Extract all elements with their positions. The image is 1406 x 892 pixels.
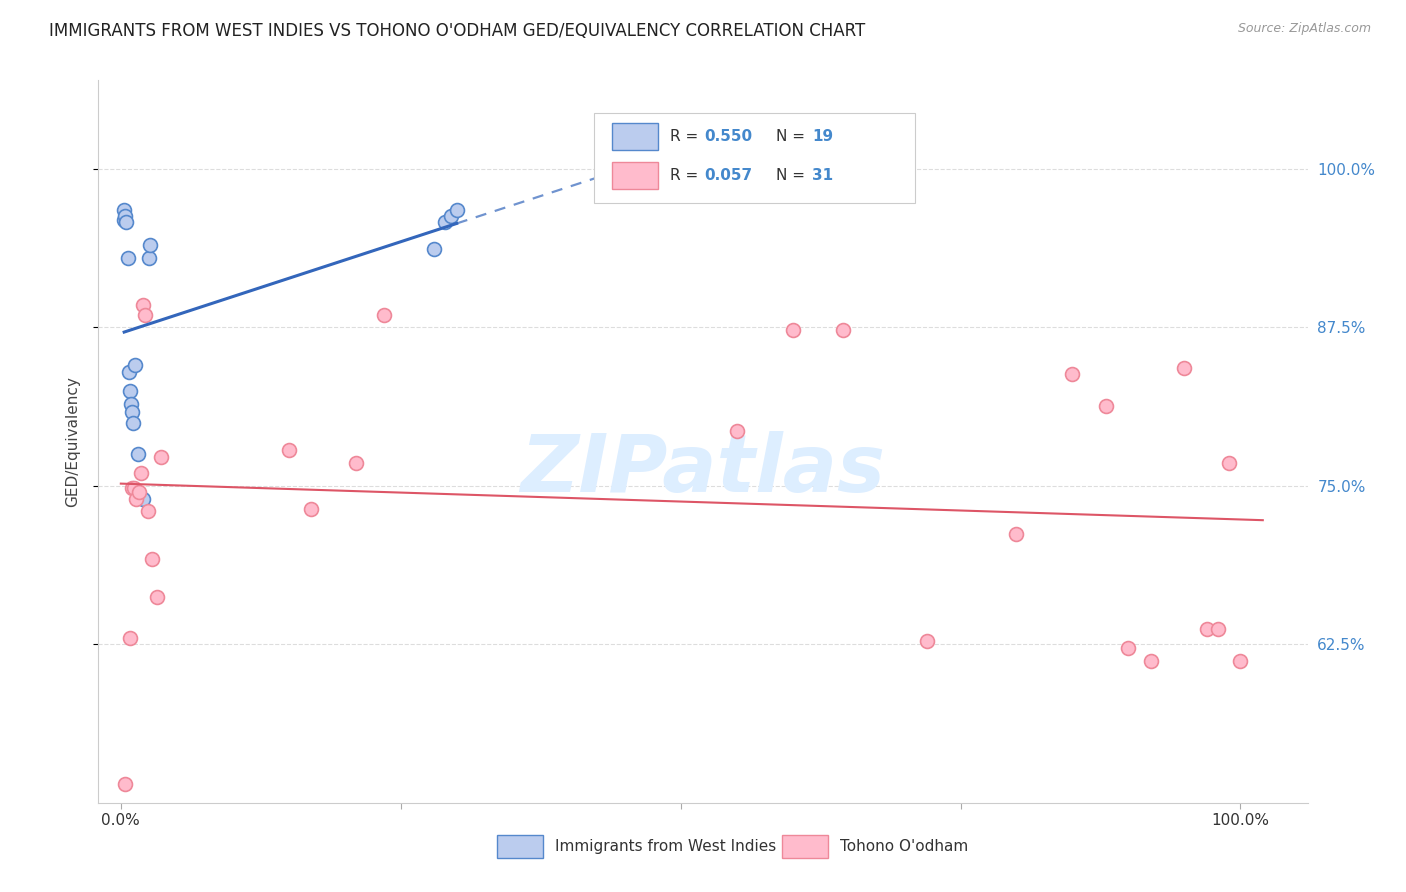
Text: R =: R = [671, 129, 703, 145]
Point [277, 443, 299, 458]
Point [1173, 361, 1195, 376]
Point [112, 202, 135, 217]
Point [120, 396, 142, 410]
Point [132, 298, 155, 312]
Point [725, 425, 748, 439]
Point [118, 631, 141, 645]
FancyBboxPatch shape [782, 835, 828, 858]
Text: N =: N = [776, 129, 810, 145]
Point [138, 251, 160, 265]
Point [1005, 527, 1028, 541]
Point [114, 209, 136, 223]
Text: 0.550: 0.550 [704, 129, 752, 145]
Point [118, 365, 141, 379]
Point [132, 491, 155, 506]
Point [434, 215, 457, 229]
Point [299, 501, 322, 516]
Point [423, 242, 446, 256]
Text: 19: 19 [811, 129, 832, 145]
Text: N =: N = [776, 169, 810, 183]
FancyBboxPatch shape [595, 112, 915, 203]
Point [1229, 654, 1251, 668]
Point [1095, 399, 1118, 413]
FancyBboxPatch shape [498, 835, 543, 858]
Point [141, 552, 163, 566]
Point [114, 777, 136, 791]
Point [446, 202, 468, 217]
Point [1140, 654, 1163, 668]
Point [150, 450, 173, 464]
Text: Source: ZipAtlas.com: Source: ZipAtlas.com [1237, 22, 1371, 36]
Point [129, 467, 152, 481]
Point [1195, 622, 1218, 636]
FancyBboxPatch shape [613, 162, 658, 189]
Point [122, 482, 145, 496]
Point [832, 323, 855, 337]
Text: Immigrants from West Indies: Immigrants from West Indies [555, 838, 776, 854]
Point [139, 238, 162, 252]
Text: Tohono O'odham: Tohono O'odham [839, 838, 967, 854]
Point [124, 359, 146, 373]
Point [136, 504, 159, 518]
Text: 0.057: 0.057 [704, 169, 752, 183]
Text: R =: R = [671, 169, 703, 183]
Point [344, 456, 367, 470]
Point [127, 447, 149, 461]
Point [782, 323, 804, 337]
Point [125, 491, 148, 506]
Point [1206, 622, 1229, 636]
Point [915, 633, 938, 648]
Point [117, 251, 139, 265]
Point [145, 591, 167, 605]
Y-axis label: GED/Equivalency: GED/Equivalency [65, 376, 80, 507]
Point [128, 485, 150, 500]
Text: ZIPatlas: ZIPatlas [520, 432, 886, 509]
Text: IMMIGRANTS FROM WEST INDIES VS TOHONO O'ODHAM GED/EQUIVALENCY CORRELATION CHART: IMMIGRANTS FROM WEST INDIES VS TOHONO O'… [49, 22, 866, 40]
Point [121, 405, 143, 419]
Point [118, 384, 141, 398]
Point [440, 209, 463, 223]
Point [121, 482, 143, 496]
Point [134, 308, 156, 322]
Point [1118, 641, 1140, 656]
Point [1062, 368, 1084, 382]
Point [115, 215, 138, 229]
FancyBboxPatch shape [613, 123, 658, 151]
Point [112, 212, 135, 227]
Point [373, 308, 395, 322]
Point [122, 416, 145, 430]
Point [1218, 456, 1240, 470]
Text: 31: 31 [811, 169, 832, 183]
